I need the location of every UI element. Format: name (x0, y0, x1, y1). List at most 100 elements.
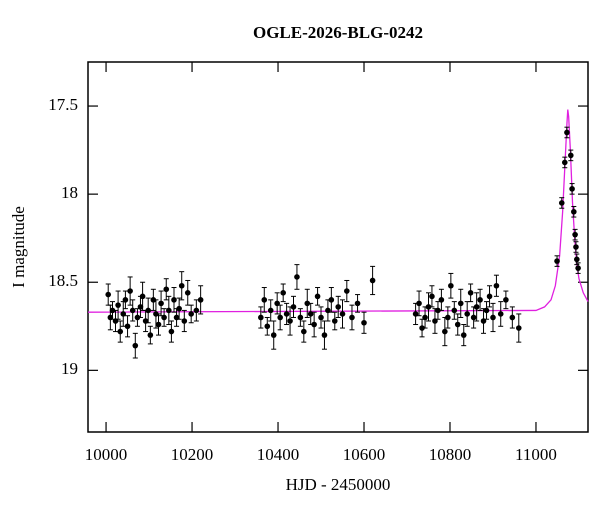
data-point (464, 311, 470, 317)
data-point (470, 314, 477, 321)
data-point (573, 244, 579, 250)
data-point (429, 293, 435, 300)
data-point (301, 328, 307, 335)
x-tick-label: 10000 (85, 445, 128, 464)
data-point (435, 307, 441, 314)
x-tick-label: 10600 (343, 445, 386, 464)
data-point (442, 328, 448, 335)
x-tick-label: 10800 (429, 445, 472, 464)
data-point (328, 297, 335, 303)
data-point (188, 311, 194, 317)
data-point (571, 208, 577, 215)
data-point (569, 186, 575, 192)
y-tick-label: 19 (61, 359, 78, 378)
data-point (361, 319, 367, 326)
data-point (294, 274, 300, 280)
data-point (270, 332, 277, 338)
data-point (193, 307, 200, 314)
data-point (147, 332, 154, 338)
data-point (558, 200, 565, 206)
data-point (564, 129, 570, 136)
plot-frame (87, 61, 589, 433)
y-tick-label: 18.5 (48, 271, 78, 290)
data-point (572, 231, 578, 238)
data-point (438, 297, 445, 303)
data-point (166, 307, 172, 314)
data-point (416, 300, 422, 307)
data-point (197, 297, 204, 303)
data-point (493, 282, 500, 289)
data-point (369, 277, 376, 284)
data-point (178, 282, 185, 289)
data-point (318, 314, 324, 321)
data-point (311, 321, 317, 328)
data-point (304, 300, 311, 307)
data-point (122, 297, 129, 303)
data-point (150, 297, 157, 303)
data-point (473, 304, 480, 310)
data-point (127, 288, 133, 294)
data-point (490, 314, 496, 321)
data-point (451, 307, 458, 314)
data-point (124, 323, 131, 330)
data-point (467, 290, 474, 296)
data-point (554, 258, 560, 264)
data-point (258, 314, 264, 321)
y-tick-label: 17.5 (48, 95, 78, 114)
data-point (287, 318, 293, 324)
data-point (568, 152, 574, 159)
data-point (477, 297, 483, 303)
data-point (486, 293, 493, 300)
data-point (515, 325, 522, 331)
data-point (267, 307, 274, 314)
data-point (132, 342, 139, 349)
data-point (321, 332, 328, 338)
data-point (117, 328, 124, 335)
x-axis-label: HJD - 2450000 (286, 475, 391, 494)
data-point (120, 311, 127, 317)
data-point (163, 286, 170, 293)
data-point (335, 304, 342, 310)
data-point (457, 300, 464, 307)
y-tick-label: 18 (61, 183, 78, 202)
chart-title: OGLE-2026-BLG-0242 (253, 23, 423, 42)
data-point (497, 311, 504, 317)
data-point (261, 297, 268, 303)
data-point (339, 311, 346, 317)
data-point (331, 318, 338, 324)
data-point (297, 314, 304, 321)
data-point (139, 293, 146, 300)
model-curve (87, 109, 589, 313)
data-point (344, 288, 350, 294)
x-tick-label: 11000 (515, 445, 557, 464)
data-point (483, 307, 490, 314)
data-point (574, 256, 580, 263)
data-point (158, 300, 164, 307)
data-point (145, 307, 151, 314)
data-point (134, 314, 141, 321)
data-point (290, 304, 297, 310)
data-point (283, 311, 290, 317)
data-point (181, 318, 188, 324)
data-point (460, 332, 467, 338)
data-point (422, 314, 428, 321)
data-point (109, 307, 116, 314)
data-point (314, 293, 321, 300)
data-point (454, 321, 461, 328)
data-point (277, 314, 283, 321)
data-point (575, 265, 581, 271)
data-point (509, 314, 516, 321)
data-point (168, 328, 175, 335)
data-point (448, 282, 454, 289)
data-point (155, 321, 162, 328)
x-tick-label: 10400 (257, 445, 300, 464)
data-point (115, 302, 121, 308)
data-point (425, 304, 432, 310)
data-point (137, 304, 144, 310)
y-axis-label: I magnitude (9, 206, 28, 288)
data-point (161, 314, 167, 321)
data-point (349, 314, 355, 321)
data-point (105, 291, 112, 298)
data-point (280, 290, 286, 296)
